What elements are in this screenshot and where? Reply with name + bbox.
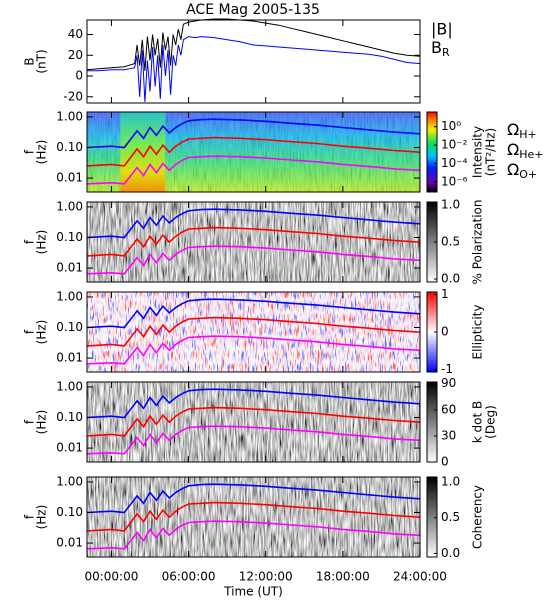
colorbar-label: (nT²/Hz) bbox=[484, 128, 498, 176]
spectrogram-texture bbox=[87, 292, 420, 372]
gyrofrequency-line bbox=[86, 406, 421, 437]
colorbar bbox=[426, 111, 438, 193]
y-tick-label: 1.00 bbox=[56, 109, 83, 123]
y-axis-label: (Hz) bbox=[35, 140, 49, 165]
gyrofrequency-line bbox=[86, 298, 421, 329]
y-tick-label: 0.10 bbox=[56, 230, 83, 244]
y-tick-label: 1.00 bbox=[56, 199, 83, 213]
spectrogram-texture bbox=[87, 382, 420, 462]
colorbar-tick-label: 0.5 bbox=[441, 510, 460, 524]
gyrofrequency-line bbox=[86, 501, 421, 532]
colorbar-label: Ellipticity bbox=[471, 305, 485, 360]
line bbox=[86, 18, 421, 71]
gyrofrequency-line bbox=[86, 208, 421, 239]
y-axis-label: B bbox=[23, 57, 37, 65]
y-tick-label: 1.00 bbox=[56, 289, 83, 303]
legend-label: ΩHe+ bbox=[507, 140, 544, 162]
chart-title: ACE Mag 2005-135 bbox=[186, 2, 320, 18]
colorbar-label: Intensity bbox=[471, 126, 485, 178]
y-tick-label: 0.01 bbox=[56, 441, 83, 455]
legend-label: |B| bbox=[431, 20, 453, 39]
y-tick-label: 0.01 bbox=[56, 536, 83, 550]
gyrofrequency-line bbox=[86, 425, 421, 455]
y-tick-label: 40 bbox=[68, 27, 83, 41]
y-axis-label: (Hz) bbox=[35, 505, 49, 530]
colorbar-tick-label: -1 bbox=[441, 362, 453, 376]
y-tick-label: 20 bbox=[68, 48, 83, 62]
gyrofrequency-line bbox=[86, 335, 421, 365]
y-tick-label: 0.01 bbox=[56, 171, 83, 185]
y-tick-label: 0 bbox=[75, 69, 83, 83]
y-tick-label: 0.10 bbox=[56, 140, 83, 154]
plot-frame bbox=[86, 201, 421, 283]
colorbar-tick-label: 1.0 bbox=[441, 197, 460, 211]
colorbar-tick-label: 0.5 bbox=[441, 235, 460, 249]
colorbar-tick-label: 0 bbox=[441, 455, 449, 469]
gyrofrequency-line bbox=[86, 520, 421, 550]
y-axis-label: (Hz) bbox=[35, 230, 49, 255]
y-tick-label: 0.01 bbox=[56, 261, 83, 275]
colorbar-tick-label: 90 bbox=[441, 376, 456, 390]
spectrogram-texture bbox=[87, 202, 420, 282]
spectrogram-texture bbox=[87, 477, 420, 557]
y-tick-label: 0.01 bbox=[56, 351, 83, 365]
colorbar-tick-label: 1 bbox=[441, 287, 449, 301]
y-axis-label: (Hz) bbox=[35, 320, 49, 345]
colorbar-label: % Polarization bbox=[471, 200, 485, 285]
x-tick-label: 18:00:00 bbox=[316, 570, 370, 584]
y-tick-label: 1.00 bbox=[56, 474, 83, 488]
colorbar-tick-label: 10⁻⁶ bbox=[441, 174, 468, 188]
plot-frame bbox=[86, 19, 421, 104]
colorbar bbox=[426, 476, 438, 558]
colorbar bbox=[426, 381, 438, 463]
gyrofrequency-line bbox=[86, 483, 421, 514]
y-axis-label: f bbox=[23, 329, 37, 334]
plot-frame bbox=[86, 291, 421, 373]
y-tick-label: 1.00 bbox=[56, 379, 83, 393]
line bbox=[87, 36, 421, 103]
x-tick-label: 12:00:00 bbox=[239, 570, 293, 584]
y-axis-label: f bbox=[23, 149, 37, 154]
y-axis-label: (nT) bbox=[35, 49, 49, 73]
colorbar-label: k dot B bbox=[471, 401, 485, 443]
y-tick-label: 0.10 bbox=[56, 320, 83, 334]
colorbar-label: (Deg) bbox=[484, 405, 498, 439]
plot-frame bbox=[86, 111, 421, 193]
gyrofrequency-line bbox=[86, 118, 421, 149]
plot-frame bbox=[86, 381, 421, 463]
y-axis-label: f bbox=[23, 514, 37, 519]
colorbar-tick-label: 0.0 bbox=[441, 272, 460, 286]
legend-label: ΩH+ bbox=[507, 120, 537, 142]
x-tick-label: 00:00:00 bbox=[84, 570, 138, 584]
gyrofrequency-line bbox=[86, 388, 421, 419]
colorbar-tick-label: 60 bbox=[441, 402, 456, 416]
colorbar-tick-label: 0.0 bbox=[441, 546, 460, 560]
colorbar-tick-label: 30 bbox=[441, 428, 456, 442]
colorbar-tick-label: 1.0 bbox=[441, 475, 460, 489]
x-axis-label: Time (UT) bbox=[223, 585, 283, 599]
legend-label: ΩO+ bbox=[507, 160, 537, 182]
y-axis-label: f bbox=[23, 239, 37, 244]
colorbar-tick-label: 10⁻⁴ bbox=[441, 156, 468, 170]
colorbar-tick-label: 10⁻² bbox=[441, 138, 468, 152]
x-tick-label: 24:00:00 bbox=[393, 570, 447, 584]
gyrofrequency-line bbox=[86, 316, 421, 347]
gyrofrequency-line bbox=[86, 155, 421, 185]
x-tick-label: 06:00:00 bbox=[162, 570, 216, 584]
y-axis-label: (Hz) bbox=[35, 410, 49, 435]
colorbar-tick-label: 0 bbox=[441, 325, 449, 339]
gyrofrequency-line bbox=[86, 245, 421, 275]
gyrofrequency-line bbox=[86, 226, 421, 257]
y-tick-label: -20 bbox=[63, 89, 83, 103]
plot-frame bbox=[86, 476, 421, 558]
colorbar-label: Coherency bbox=[471, 485, 485, 549]
colorbar-tick-label: 10⁰ bbox=[441, 119, 461, 133]
gyrofrequency-line bbox=[86, 136, 421, 167]
y-axis-label: f bbox=[23, 419, 37, 424]
legend-label: BR bbox=[431, 38, 450, 60]
y-tick-label: 0.10 bbox=[56, 410, 83, 424]
y-tick-label: 0.10 bbox=[56, 505, 83, 519]
